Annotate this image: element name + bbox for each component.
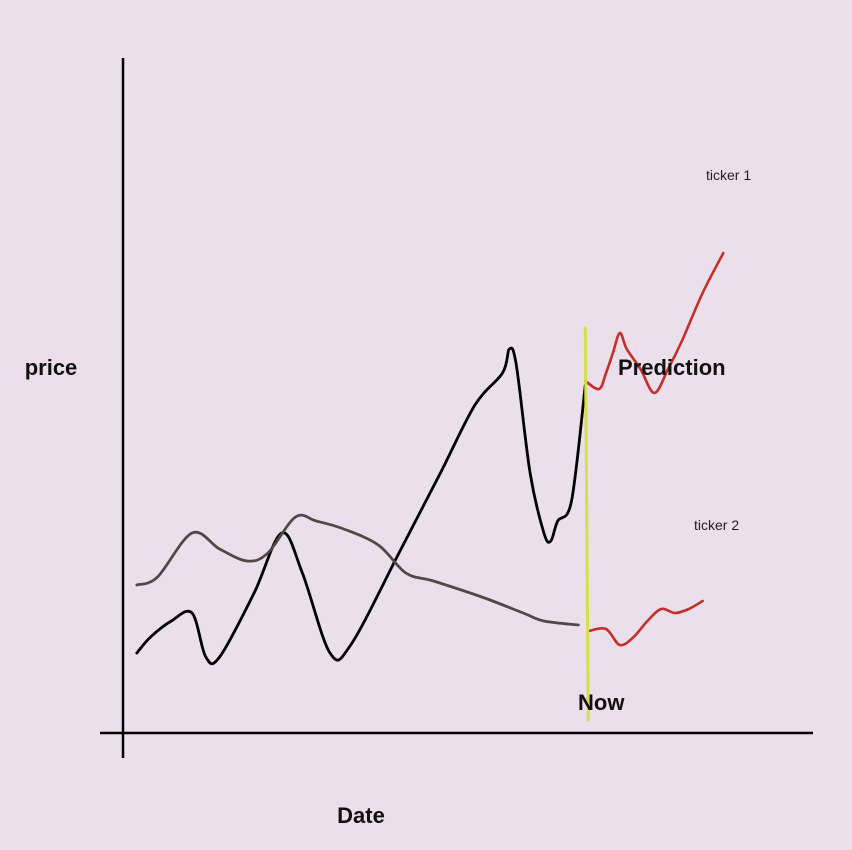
prediction-annotation: Prediction <box>618 355 726 380</box>
series-line-ticker-2-history <box>135 513 580 627</box>
x-axis-label: Date <box>337 803 385 828</box>
series-line-ticker-2-prediction <box>587 599 704 647</box>
now-annotation: Now <box>578 690 625 715</box>
ticker-2-label: ticker 2 <box>694 517 739 533</box>
series-line-ticker-1-history <box>135 346 587 666</box>
series-line-ticker-1-prediction <box>584 251 725 395</box>
y-axis-label: price <box>25 355 78 380</box>
series-layer <box>135 251 725 666</box>
ticker-1-label: ticker 1 <box>706 167 751 183</box>
now-marker-line <box>583 326 590 722</box>
